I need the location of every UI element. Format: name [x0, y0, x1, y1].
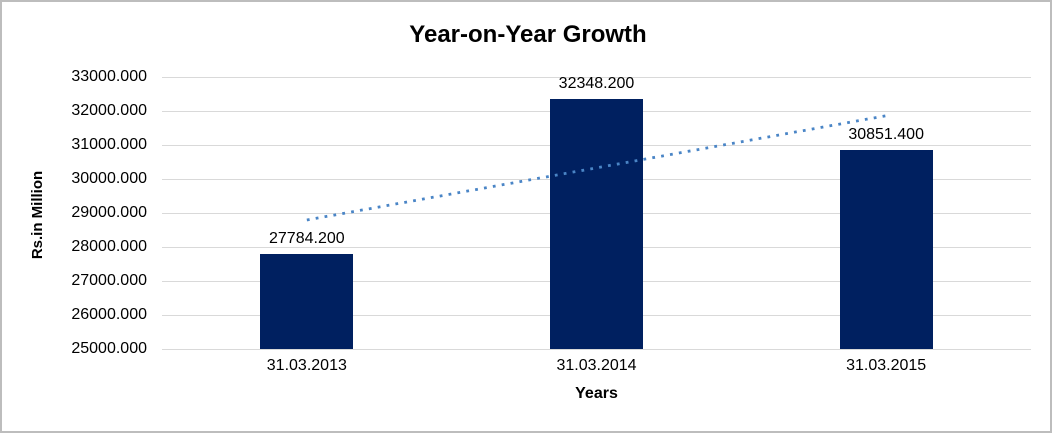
chart-title: Year-on-Year Growth [409, 21, 647, 48]
y-tick-label: 29000.000 [71, 204, 147, 221]
bar-data-label: 32348.200 [558, 75, 635, 93]
x-tick-label: 31.03.2014 [556, 357, 637, 374]
y-tick-label: 31000.000 [71, 136, 147, 153]
bar-data-label: 27784.200 [269, 230, 345, 248]
bar-data-label: 30851.400 [848, 126, 924, 144]
x-axis-title: Years [575, 385, 618, 402]
y-tick-label: 28000.000 [71, 238, 147, 255]
x-tick-label: 31.03.2015 [846, 357, 927, 374]
y-axis-title: Rs.in Million [29, 170, 46, 260]
y-tick-label: 26000.000 [71, 306, 147, 323]
y-tick-label: 25000.000 [71, 340, 147, 357]
y-tick-label: 32000.000 [71, 102, 147, 119]
gridline [162, 348, 1031, 350]
bar [260, 254, 354, 349]
bar [550, 99, 643, 349]
x-tick-label: 31.03.2013 [266, 357, 347, 374]
y-tick-label: 27000.000 [71, 272, 147, 289]
gridline [162, 76, 1031, 78]
bar [839, 150, 933, 349]
y-tick-label: 30000.000 [71, 170, 147, 187]
y-tick-label: 33000.000 [71, 68, 147, 85]
